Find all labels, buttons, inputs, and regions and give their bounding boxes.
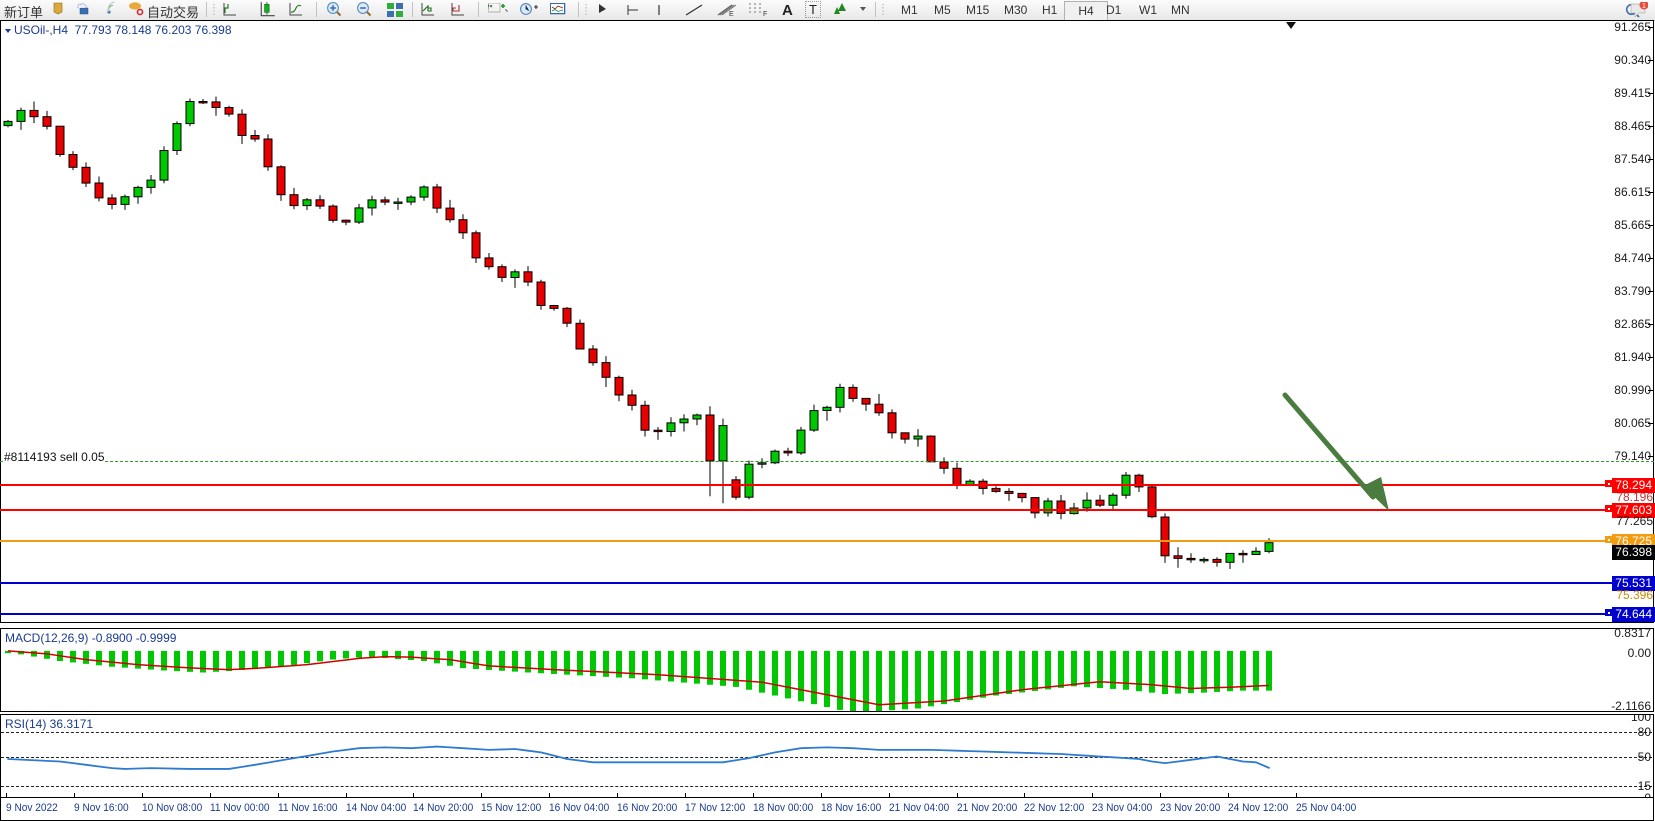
- svg-text:1: 1: [1642, 3, 1646, 10]
- svg-text:F: F: [763, 11, 767, 17]
- svg-text:E: E: [729, 11, 734, 17]
